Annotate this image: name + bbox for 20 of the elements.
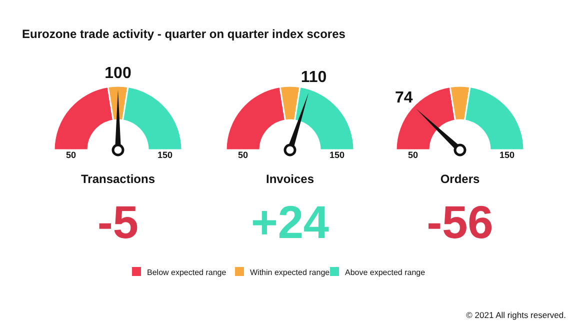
text: 110 bbox=[300, 68, 327, 86]
legend-label: Within expected range bbox=[250, 268, 330, 277]
legend-label: Below expected range bbox=[147, 268, 227, 277]
text: -56 bbox=[426, 196, 494, 248]
legend-label: Above expected range bbox=[345, 268, 426, 277]
text: 150 bbox=[329, 150, 345, 160]
text: 50 bbox=[66, 150, 76, 160]
text: 50 bbox=[408, 150, 418, 160]
text: © 2021 All rights reserved. bbox=[466, 310, 566, 320]
text: 150 bbox=[157, 150, 173, 160]
text: 150 bbox=[499, 150, 515, 160]
text: Transactions bbox=[80, 172, 156, 186]
text: Invoices bbox=[266, 172, 314, 186]
text: Orders bbox=[440, 172, 480, 186]
text: 100 bbox=[104, 65, 132, 82]
text: +24 bbox=[250, 196, 330, 248]
text: -5 bbox=[98, 196, 138, 248]
text: 74 bbox=[394, 89, 413, 106]
text: 50 bbox=[238, 150, 248, 160]
chart-title: Eurozone trade activity - quarter on quarter index scores bbox=[22, 27, 346, 41]
